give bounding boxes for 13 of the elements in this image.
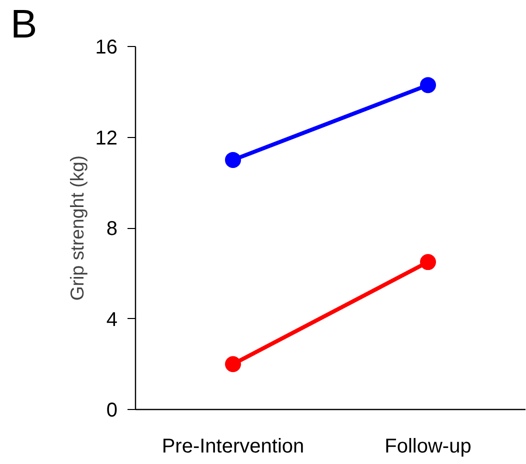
y-tick-label: 0 (106, 400, 118, 422)
y-tick-label: 12 (95, 127, 118, 150)
y-tick-label: 8 (106, 218, 118, 240)
point (225, 356, 241, 372)
x-tick-label: Pre-Intervention (162, 436, 304, 458)
y-tick-label: 4 (106, 308, 118, 331)
point (420, 254, 436, 270)
point (420, 77, 436, 94)
text: B (10, 2, 38, 46)
y-tick-label: 16 (95, 36, 118, 58)
y-axis-title: Grip strenght (kg) (66, 155, 88, 301)
x-tick-label: Follow-up (384, 436, 472, 458)
point (225, 152, 241, 168)
